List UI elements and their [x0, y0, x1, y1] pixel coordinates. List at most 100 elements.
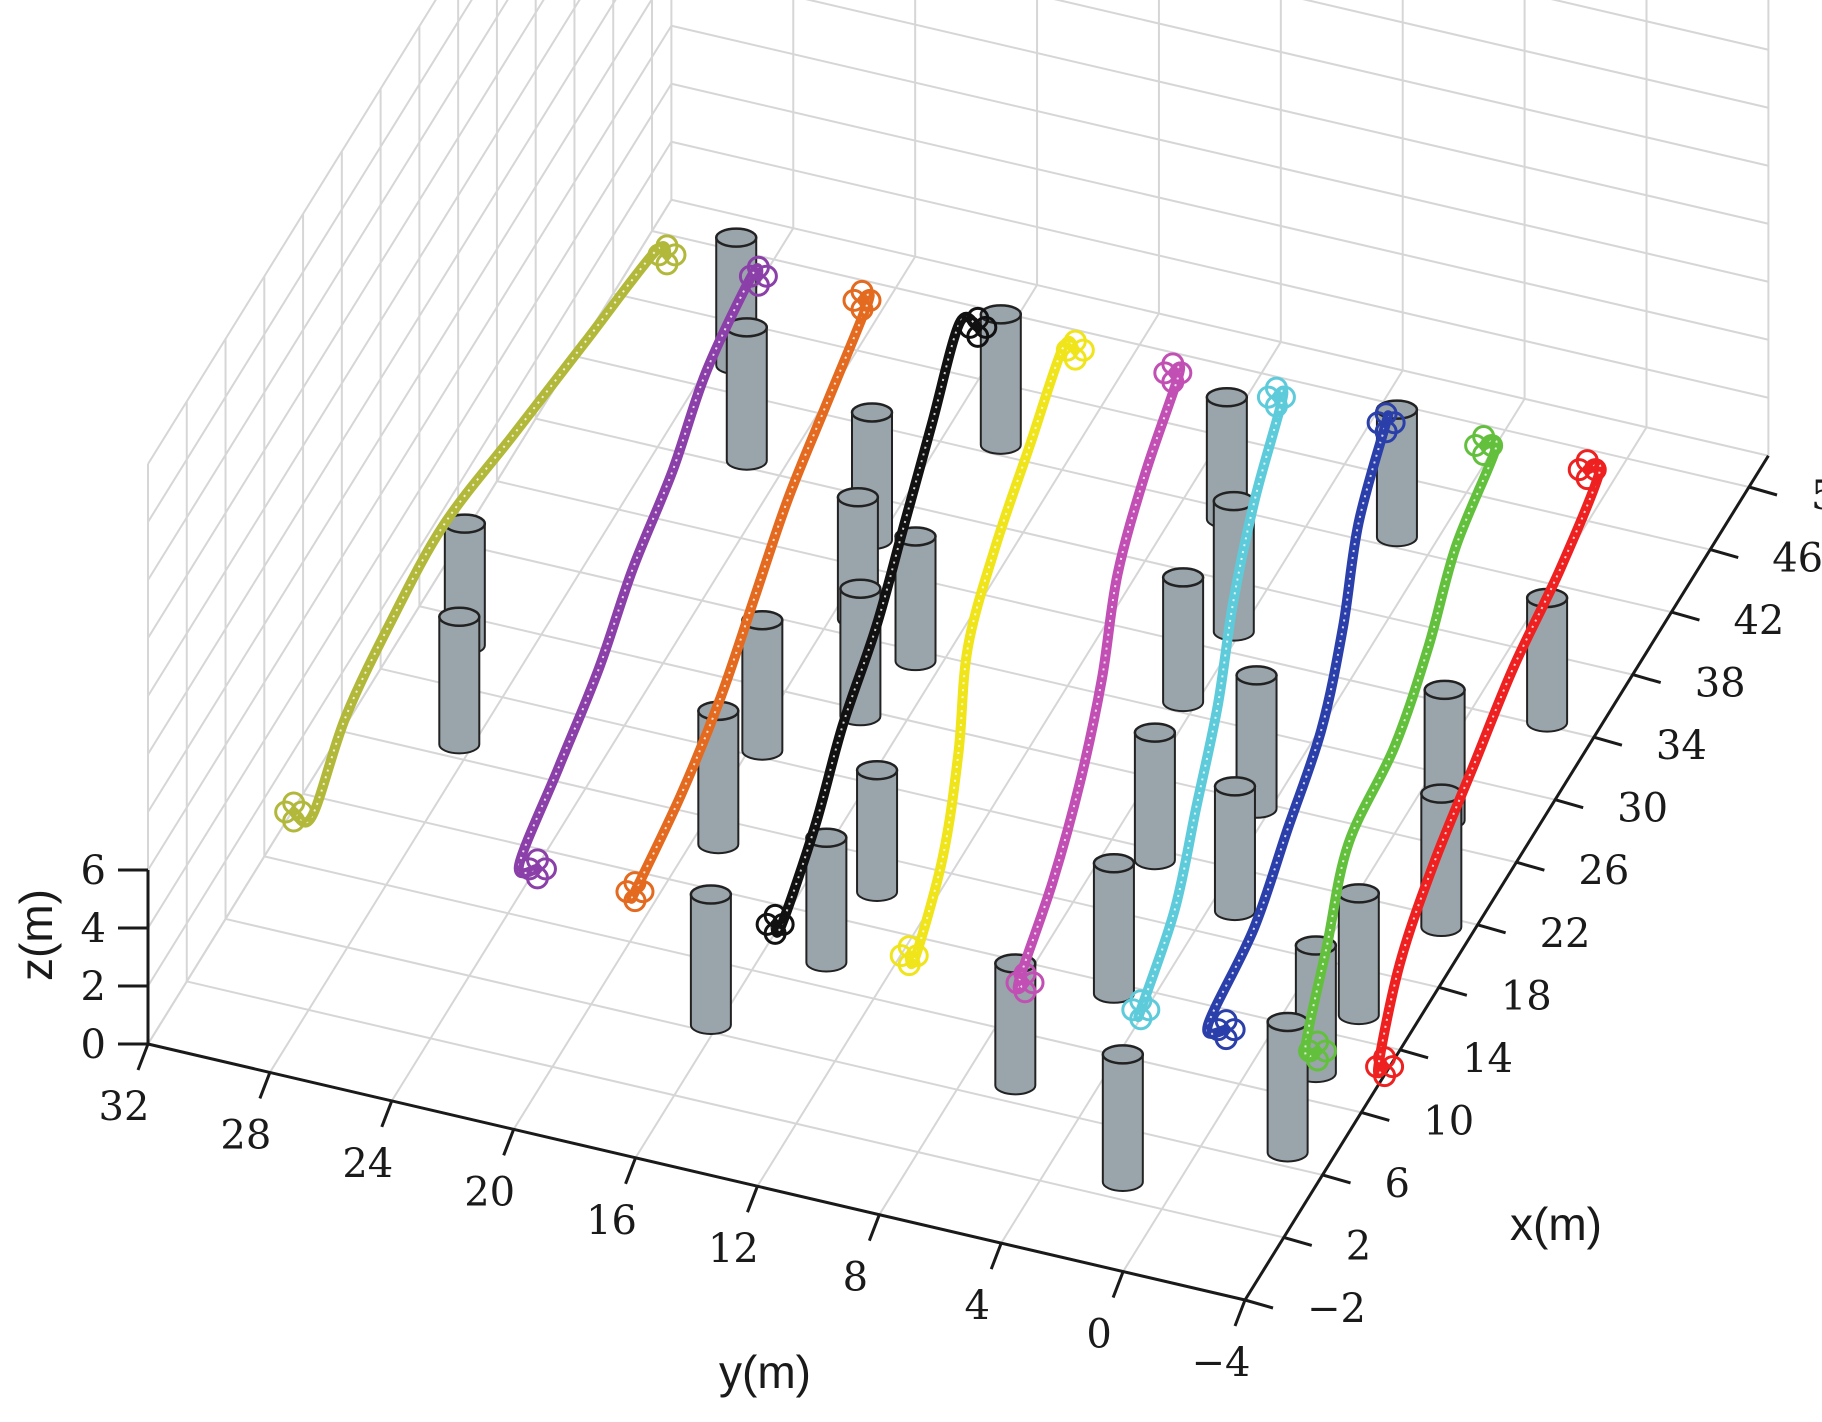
y-tick-label: 28	[220, 1112, 271, 1158]
rotor-circle	[282, 809, 306, 833]
y-tick-mark	[624, 1157, 637, 1185]
x-tick-label: 46	[1772, 536, 1822, 582]
rotor-circle	[1575, 449, 1599, 473]
y-tick-label: 24	[342, 1141, 393, 1187]
x-axis-label: x(m)	[1510, 1198, 1602, 1250]
floor-grid-line	[756, 341, 1282, 1187]
axes-layer: 322824201612840−4−2261014182226303438424…	[81, 454, 1822, 1386]
obstacle-body	[1337, 892, 1380, 1026]
trajectory-series-7	[1121, 376, 1296, 1031]
obstacle-top	[714, 227, 758, 248]
rotor-circle	[1129, 1007, 1153, 1031]
x-tick-mark	[1477, 923, 1507, 935]
trajectory-samples	[1304, 439, 1498, 1058]
end-marker	[274, 791, 314, 833]
x-axis-line	[1243, 454, 1770, 1301]
rotor-circle	[966, 306, 990, 330]
back-wall-grid-line	[671, 140, 1769, 399]
x-tick-label: 42	[1733, 598, 1784, 644]
obstacle-cylinder	[855, 759, 899, 902]
side-wall-grid-line	[147, 0, 509, 581]
y-axis-line	[147, 1042, 1246, 1302]
x-tick-mark	[1632, 673, 1662, 685]
z-tick-label: 6	[81, 848, 106, 894]
obstacle-top	[836, 487, 880, 508]
trajectory-samples	[1016, 365, 1182, 991]
trajectory-series-9	[1298, 424, 1504, 1072]
x-tick-mark	[1515, 860, 1545, 872]
trajectory-line	[513, 263, 764, 879]
y-tick-mark	[1111, 1271, 1125, 1299]
start-marker	[1567, 449, 1607, 491]
rotor-circle	[1214, 1027, 1238, 1051]
rotor-circle	[1373, 1046, 1397, 1070]
x-tick-label: 2	[1346, 1223, 1371, 1269]
obstacle-body	[689, 893, 732, 1035]
obstacle-top	[839, 578, 882, 599]
floor-grid-line	[1000, 398, 1526, 1244]
end-marker	[755, 903, 795, 945]
x-tick-label: 14	[1462, 1036, 1513, 1082]
x-tick-label: 34	[1656, 723, 1707, 769]
y-tick-label: 4	[964, 1283, 989, 1329]
x-tick-label: 22	[1540, 911, 1591, 957]
rotor-circle	[1374, 420, 1398, 444]
rotor-circle	[623, 889, 647, 913]
rotor-circle	[1472, 442, 1496, 466]
trajectory-series-2	[513, 255, 778, 890]
back-wall-grid-line	[805, 0, 1769, 225]
obstacle-top	[1205, 387, 1249, 408]
end-marker	[615, 871, 655, 913]
rotor-circle	[282, 791, 306, 815]
y-tick-label: 20	[464, 1169, 515, 1215]
obstacle-body	[1526, 596, 1569, 733]
rotor-circle	[1264, 394, 1288, 418]
back-wall-grid-line	[1302, 0, 1769, 109]
obstacle-body	[741, 619, 784, 761]
obstacle-body	[1162, 576, 1205, 713]
rotor-circle	[1575, 467, 1599, 491]
end-marker	[1121, 989, 1161, 1031]
y-tick-mark	[258, 1071, 272, 1099]
back-wall-grid-line	[1053, 0, 1769, 167]
x-tick-label: 6	[1385, 1161, 1410, 1207]
rotor-circle	[850, 297, 874, 321]
x-tick-label: 18	[1501, 973, 1552, 1019]
start-marker	[958, 306, 998, 348]
y-tick-mark	[136, 1043, 150, 1071]
x-tick-mark	[1283, 1236, 1313, 1247]
y-tick-mark	[380, 1100, 394, 1128]
trajectory-series-4	[755, 306, 998, 945]
z-tick-label: 4	[81, 906, 106, 952]
start-marker	[842, 279, 882, 321]
x-tick-mark	[1748, 485, 1778, 497]
rotor-circle	[1013, 962, 1037, 986]
obstacle-cylinder	[979, 304, 1023, 455]
obstacle-top	[1423, 679, 1466, 701]
rotor-circle	[1063, 347, 1087, 371]
rotor-circle	[746, 255, 770, 279]
rotor-circle	[1129, 989, 1153, 1013]
obstacle-top	[855, 759, 899, 781]
obstacle-cylinder	[1101, 1044, 1145, 1192]
obstacle-cylinder	[689, 884, 733, 1035]
trajectory-series-8	[1202, 402, 1406, 1051]
side-wall-grid-line	[147, 25, 673, 871]
rotor-circle	[897, 935, 921, 959]
z-tick-label: 0	[81, 1022, 106, 1068]
trajectory-series-6	[1005, 352, 1193, 1004]
floor-grid-line	[264, 855, 1362, 1114]
back-wall-grid-line	[1550, 0, 1769, 51]
rotor-circle	[623, 871, 647, 895]
rotor-circle	[1472, 424, 1496, 448]
rotor-circle	[525, 848, 549, 872]
obstacle-body	[1213, 785, 1256, 922]
side-wall-grid-line	[147, 83, 673, 929]
x-tick-mark	[1360, 1110, 1390, 1122]
start-marker	[1256, 376, 1296, 418]
x-tick-mark	[1554, 798, 1584, 810]
trajectory-series-3	[615, 279, 882, 913]
rotor-circle	[850, 279, 874, 303]
y-tick-mark	[746, 1185, 759, 1213]
